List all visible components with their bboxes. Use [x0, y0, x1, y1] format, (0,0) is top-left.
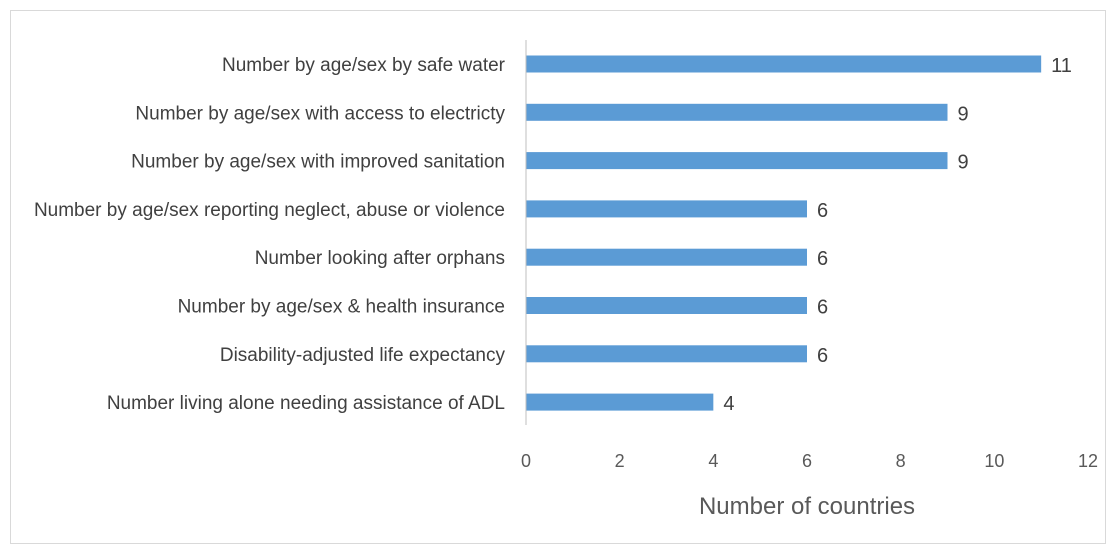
- value-label: 9: [958, 103, 969, 125]
- x-axis-title: Number of countries: [699, 493, 915, 520]
- value-label: 6: [817, 248, 828, 270]
- value-labels-group: 11 9 9 6 6 6 6 4: [723, 55, 1072, 415]
- value-label: 11: [1051, 55, 1072, 77]
- x-tick-label: 4: [708, 451, 718, 471]
- x-tick-label: 12: [1078, 451, 1098, 471]
- value-label: 9: [958, 152, 969, 174]
- x-tick-label: 10: [984, 451, 1004, 471]
- value-label: 6: [817, 345, 828, 367]
- x-tick-labels-group: 0 2 4 6 8 10 12: [521, 451, 1098, 471]
- category-labels-group: Number by age/sex by safe water Number by…: [34, 55, 506, 414]
- bar: [526, 393, 714, 411]
- x-tick-label: 8: [896, 451, 906, 471]
- bar: [526, 152, 948, 170]
- value-label: 6: [817, 297, 828, 319]
- x-tick-label: 6: [802, 451, 812, 471]
- bar: [526, 55, 1042, 73]
- bar: [526, 297, 807, 314]
- bars-group: [526, 55, 1042, 411]
- x-tick-label: 0: [521, 451, 531, 471]
- bar: [526, 345, 807, 363]
- value-label: 4: [723, 393, 734, 415]
- category-label: Number living alone needing assistance o…: [107, 393, 505, 414]
- value-label: 6: [817, 200, 828, 222]
- bar: [526, 200, 807, 218]
- category-label: Number by age/sex with access to electri…: [135, 103, 505, 124]
- x-tick-label: 2: [615, 451, 625, 471]
- category-label: Number by age/sex with improved sanitati…: [131, 152, 505, 173]
- category-label: Disability-adjusted life expectancy: [220, 345, 506, 366]
- category-label: Number looking after orphans: [255, 248, 505, 269]
- category-label: Number by age/sex by safe water: [222, 55, 506, 76]
- bar: [526, 103, 948, 121]
- chart-frame: [10, 10, 1106, 544]
- category-label: Number by age/sex & health insurance: [178, 297, 505, 318]
- category-label: Number by age/sex reporting neglect, abu…: [34, 200, 505, 221]
- bar: [526, 248, 807, 266]
